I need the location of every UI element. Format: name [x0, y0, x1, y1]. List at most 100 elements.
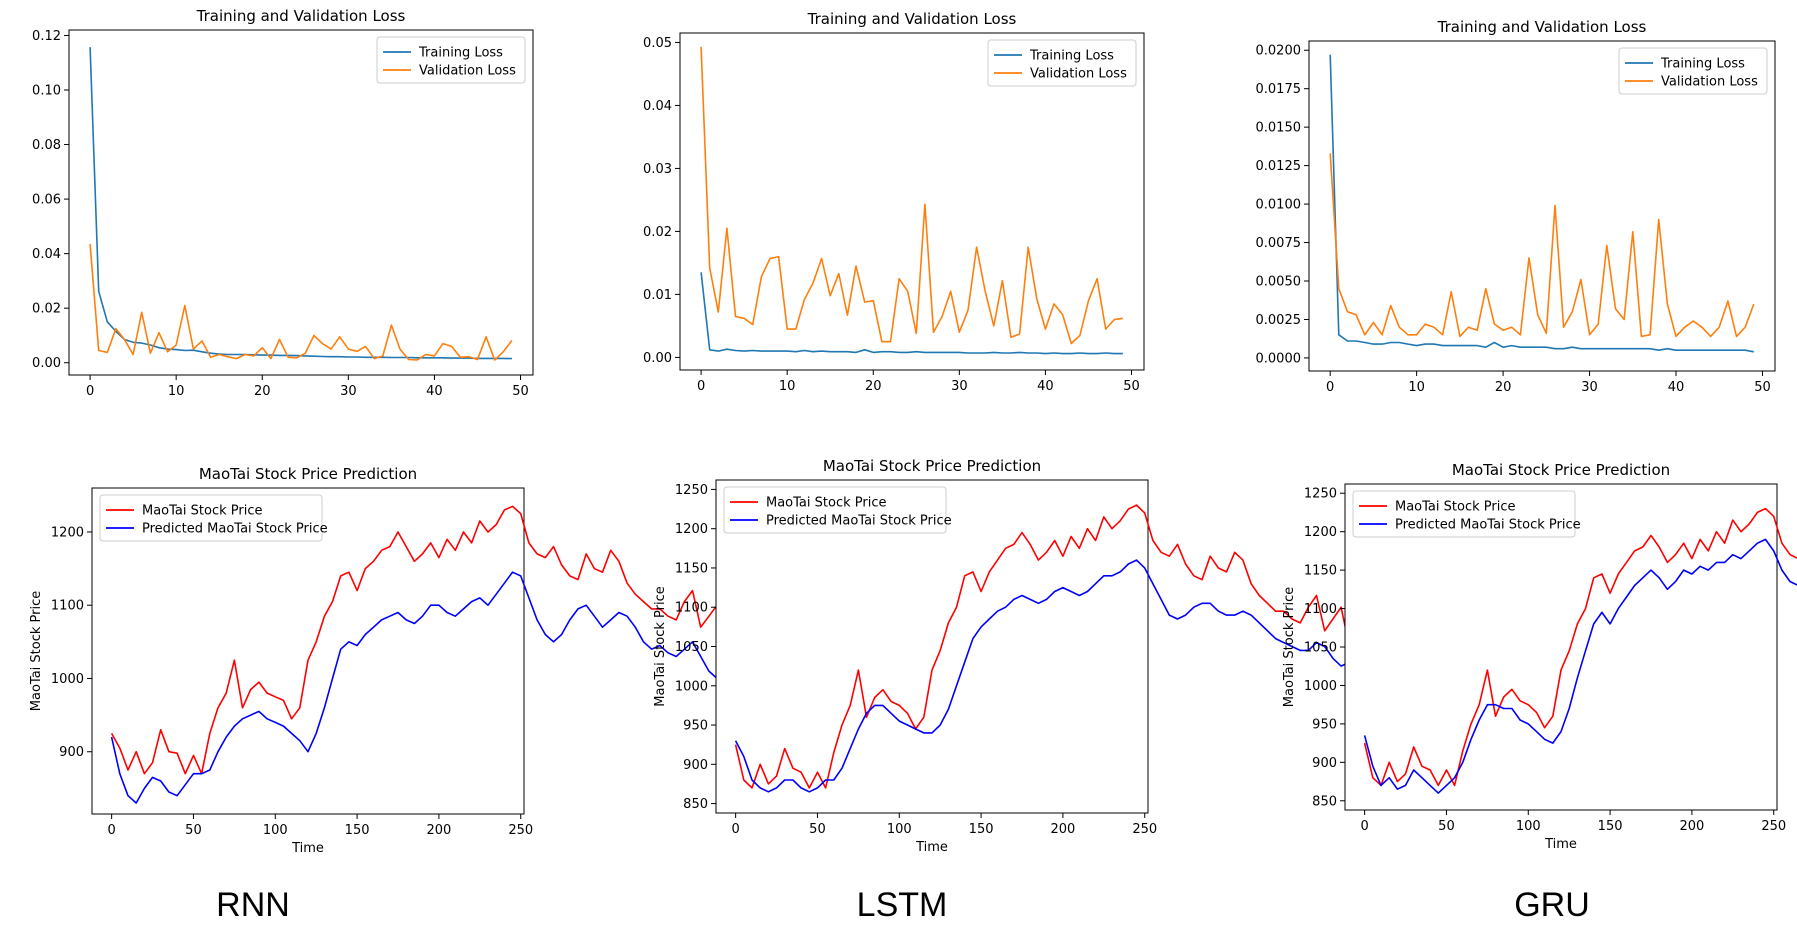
- y-tick-label: 0.00: [643, 351, 672, 366]
- chart-panel-1: Training and Validation Loss 0 10 20 30 40 50 0…: [32, 7, 534, 399]
- x-tick-label: 50: [185, 823, 202, 838]
- plot-area: [1308, 40, 1776, 372]
- chart-panel-3: Training and Validation Loss 0 10 20 30 40 50 0…: [1256, 18, 1776, 395]
- y-axis-label: MaoTai Stock Price: [653, 586, 668, 706]
- legend-label: Validation Loss: [1661, 75, 1758, 90]
- y-tick-label: 0.03: [643, 162, 672, 177]
- x-tick-label: 40: [1037, 379, 1054, 394]
- legend-box: [1618, 47, 1768, 95]
- legend-label: Validation Loss: [1030, 67, 1127, 82]
- x-tick-label: 200: [1679, 819, 1704, 834]
- x-tick-label: 100: [1516, 819, 1541, 834]
- y-tick-label: 0.01: [643, 288, 672, 303]
- chart-panel-4: MaoTai Stock Price Prediction 0 50 100 150 20…: [29, 465, 1070, 856]
- x-tick-label: 50: [809, 822, 826, 837]
- x-tick-label: 50: [1438, 819, 1455, 834]
- series-line-2: [1363, 538, 1797, 794]
- x-tick-label: 30: [340, 384, 357, 399]
- legend-label: MaoTai Stock Price: [142, 504, 262, 519]
- y-tick-label: 1000: [1304, 679, 1337, 694]
- legend-label: Validation Loss: [419, 64, 516, 79]
- x-tick-label: 0: [86, 384, 94, 399]
- x-tick-label: 250: [1761, 819, 1786, 834]
- x-axis-label: Time: [915, 840, 948, 855]
- y-tick-label: 0.12: [32, 29, 61, 44]
- y-tick-label: 0.10: [32, 84, 61, 99]
- model-label-lstm: LSTM: [856, 886, 948, 924]
- x-tick-label: 100: [887, 822, 912, 837]
- y-tick-label: 0.0000: [1256, 351, 1302, 366]
- y-tick-label: 1150: [1304, 564, 1337, 579]
- plot-area: [91, 487, 525, 815]
- chart-panel-5: MaoTai Stock Price Prediction 0 50 100 150 20…: [653, 457, 1694, 855]
- chart-title: Training and Validation Loss: [807, 10, 1017, 28]
- x-tick-label: 200: [1050, 822, 1075, 837]
- y-tick-label: 1250: [1304, 487, 1337, 502]
- x-tick-label: 250: [1132, 822, 1157, 837]
- legend-box: [99, 494, 323, 542]
- series-line-2: [89, 244, 513, 361]
- plot-area: [68, 29, 534, 376]
- series-line-1: [1363, 507, 1797, 787]
- legend-box: [1352, 490, 1576, 538]
- legend: MaoTai Stock Price Predicted MaoTai Stock…: [723, 486, 952, 534]
- legend: Training Loss Validation Loss: [1618, 47, 1768, 95]
- y-tick-label: 0.0175: [1256, 82, 1302, 97]
- y-tick-label: 1100: [1304, 602, 1337, 617]
- chart-panel-2: Training and Validation Loss 0 10 20 30 40 50 0…: [643, 10, 1145, 394]
- y-tick-label: 0.0150: [1256, 121, 1302, 136]
- legend-label: MaoTai Stock Price: [1395, 500, 1515, 515]
- x-tick-label: 30: [951, 379, 968, 394]
- x-tick-label: 0: [697, 379, 705, 394]
- y-axis-label: MaoTai Stock Price: [1282, 587, 1297, 707]
- y-tick-label: 0.05: [643, 36, 672, 51]
- legend-label: Training Loss: [1660, 57, 1745, 72]
- series-line-1: [700, 272, 1123, 355]
- chart-title: MaoTai Stock Price Prediction: [1452, 461, 1670, 479]
- series-line-2: [1329, 153, 1755, 338]
- legend-label: MaoTai Stock Price: [766, 496, 886, 511]
- x-tick-label: 150: [345, 823, 370, 838]
- chart-title: Training and Validation Loss: [1437, 18, 1647, 36]
- x-tick-label: 50: [1754, 380, 1771, 395]
- y-tick-label: 1000: [675, 679, 708, 694]
- x-tick-label: 150: [969, 822, 994, 837]
- legend-label: Training Loss: [1029, 49, 1114, 64]
- y-tick-label: 950: [683, 719, 708, 734]
- x-axis-label: Time: [1544, 837, 1577, 852]
- x-tick-label: 10: [168, 384, 185, 399]
- y-tick-label: 1000: [51, 672, 84, 687]
- series-line-2: [700, 46, 1124, 345]
- x-tick-label: 0: [1326, 380, 1334, 395]
- model-label-gru: GRU: [1514, 886, 1590, 924]
- x-tick-label: 250: [508, 823, 533, 838]
- y-tick-label: 850: [683, 797, 708, 812]
- y-tick-label: 0.06: [32, 193, 61, 208]
- chart-title: MaoTai Stock Price Prediction: [823, 457, 1041, 475]
- x-tick-label: 50: [1123, 379, 1140, 394]
- legend-box: [987, 39, 1137, 87]
- y-tick-label: 1200: [675, 522, 708, 537]
- y-tick-label: 0.0100: [1256, 198, 1302, 213]
- legend: Training Loss Validation Loss: [987, 39, 1137, 87]
- x-tick-label: 40: [1668, 380, 1685, 395]
- x-tick-label: 0: [107, 823, 115, 838]
- x-tick-label: 100: [263, 823, 288, 838]
- y-tick-label: 1200: [51, 525, 84, 540]
- legend-label: Predicted MaoTai Stock Price: [1395, 518, 1581, 533]
- chart-title: Training and Validation Loss: [196, 7, 406, 25]
- x-axis-label: Time: [291, 841, 324, 856]
- y-tick-label: 900: [1312, 756, 1337, 771]
- x-tick-label: 0: [1360, 819, 1368, 834]
- x-tick-label: 20: [1495, 380, 1512, 395]
- y-tick-label: 1100: [675, 601, 708, 616]
- x-tick-label: 0: [731, 822, 739, 837]
- y-tick-label: 1150: [675, 561, 708, 576]
- y-tick-label: 900: [683, 758, 708, 773]
- y-axis-label: MaoTai Stock Price: [29, 591, 44, 711]
- x-tick-label: 10: [779, 379, 796, 394]
- y-tick-label: 1250: [675, 483, 708, 498]
- model-label-rnn: RNN: [216, 886, 290, 924]
- y-tick-label: 0.04: [643, 99, 672, 114]
